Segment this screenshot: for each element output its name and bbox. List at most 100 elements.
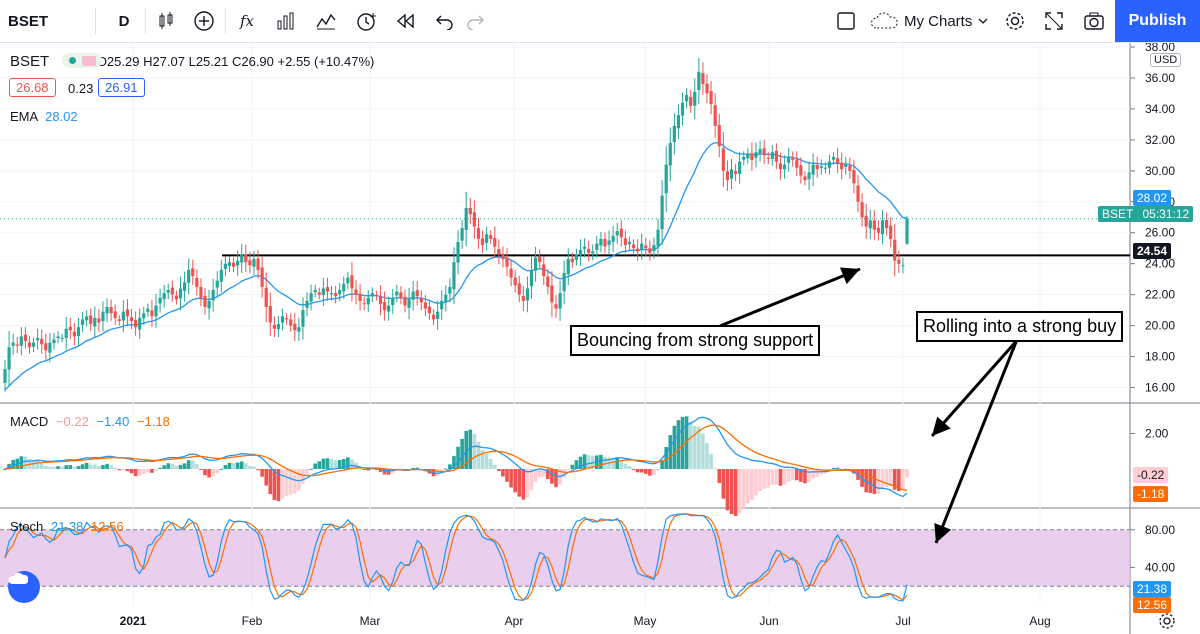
macd-histogram-bar <box>231 463 236 470</box>
candle-body <box>101 311 105 322</box>
candle-body <box>636 248 640 252</box>
candle-body <box>856 185 860 202</box>
macd-histogram-bar <box>774 469 779 485</box>
symbol-search[interactable]: BSET <box>8 12 49 30</box>
candle-body <box>44 343 48 351</box>
time-settings-icon[interactable] <box>1157 611 1177 631</box>
macd-histogram-bar <box>639 469 644 473</box>
macd-histogram-bar <box>758 469 762 491</box>
macd-histogram-bar <box>746 469 750 504</box>
macd-histogram-bar <box>341 458 346 470</box>
camera-icon[interactable] <box>1080 0 1108 42</box>
bid-box[interactable]: 26.68 <box>9 78 56 97</box>
macd-histogram-bar <box>325 458 330 470</box>
gear-icon[interactable] <box>1002 0 1028 42</box>
macd-histogram-bar <box>546 469 550 480</box>
legend-ohlc: O25.29 H27.07 L25.21 C26.90 +2.55 (+10.4… <box>96 54 375 69</box>
macd-histogram-bar <box>3 469 7 471</box>
candles-icon[interactable] <box>153 0 179 42</box>
fullscreen-icon[interactable] <box>1040 0 1068 42</box>
macd-histogram-bar <box>533 469 538 482</box>
interval-button[interactable]: D <box>118 12 130 30</box>
candle-body <box>774 150 778 162</box>
macd-histogram-bar <box>484 453 489 470</box>
macd-histogram-bar <box>264 469 269 486</box>
candle-body <box>648 248 652 253</box>
publish-button[interactable]: Publish <box>1115 0 1200 42</box>
candle-body <box>244 254 248 263</box>
candle-body <box>778 163 783 170</box>
main-legend: BSET O25.29 H27.07 L25.21 C26.90 +2.55 (… <box>10 53 374 70</box>
macd-histogram-bar <box>125 469 130 472</box>
spread-value: 0.23 <box>68 81 94 96</box>
candle-body <box>97 318 101 323</box>
my-charts-button[interactable]: My Charts <box>870 0 998 42</box>
add-icon[interactable] <box>190 0 218 42</box>
macd-histogram-bar <box>876 469 881 494</box>
candle-body <box>423 302 427 309</box>
candle-body <box>554 304 558 309</box>
candle-body <box>109 307 113 314</box>
macd-histogram-bar <box>44 465 48 470</box>
candle-body <box>191 268 195 277</box>
undo-icon[interactable] <box>432 0 458 42</box>
layout-icon[interactable] <box>833 0 859 42</box>
candle-body <box>623 238 627 246</box>
macd-histogram-bar <box>660 460 664 470</box>
macd-histogram-bar <box>892 469 897 490</box>
macd-histogram-bar <box>382 469 387 475</box>
support-callout[interactable]: Bouncing from strong support <box>570 325 821 356</box>
macd-histogram-bar <box>219 468 224 470</box>
candle-body <box>11 342 15 346</box>
candle-body <box>93 317 97 327</box>
macd-histogram-bar <box>199 469 203 471</box>
macd-histogram-bar <box>848 469 852 471</box>
candle-body <box>852 169 856 184</box>
x-tick-label: 2021 <box>120 614 147 628</box>
financials-icon[interactable] <box>272 0 300 42</box>
tradingview-logo[interactable] <box>8 571 40 603</box>
macd-histogram-bar <box>154 469 158 471</box>
alert-icon[interactable] <box>352 0 382 42</box>
macd-histogram-bar <box>586 455 591 470</box>
macd-histogram-bar <box>901 469 905 491</box>
macd-histogram-bar <box>297 469 301 491</box>
candle-body <box>485 234 489 243</box>
macd-histogram-bar <box>386 469 391 475</box>
redo-icon[interactable] <box>462 0 488 42</box>
macd-histogram-bar <box>158 467 162 470</box>
templates-icon[interactable] <box>312 0 340 42</box>
stoch-tick-label: 80.00 <box>1145 523 1175 537</box>
ask-box[interactable]: 26.91 <box>98 78 145 97</box>
stoch-k-value: 21.38 <box>50 519 84 534</box>
candle-body <box>105 307 109 314</box>
macd-histogram-bar <box>366 469 371 471</box>
candle-body <box>158 297 162 304</box>
candle-body <box>607 240 611 245</box>
macd-histogram-bar <box>92 464 97 470</box>
candle-body <box>762 148 766 156</box>
price-chart[interactable]: 2021 Feb Mar Apr May Jun Jul Aug 16.00 18.00 20.00… <box>0 43 1200 634</box>
candle-body <box>456 242 460 263</box>
macd-histogram-bar <box>725 469 730 511</box>
candle-body <box>391 297 395 306</box>
macd-histogram-bar <box>276 469 281 502</box>
candle-body <box>399 292 403 298</box>
macd-histogram-bar <box>133 469 138 477</box>
candle-body <box>897 259 901 264</box>
candle-body <box>162 293 166 300</box>
buy-callout[interactable]: Rolling into a strong buy <box>916 311 1124 342</box>
indicators-icon[interactable]: fx <box>239 12 254 30</box>
candle-body <box>3 368 7 383</box>
replay-icon[interactable] <box>392 0 420 42</box>
candle-body <box>566 259 570 275</box>
candle-body <box>668 142 672 166</box>
candle-body <box>138 317 142 330</box>
chart-area[interactable]: 2021 Feb Mar Apr May Jun Jul Aug 16.00 18.00 20.00… <box>0 43 1200 634</box>
macd-histogram-bar <box>701 433 705 470</box>
candle-body <box>182 282 187 291</box>
macd-histogram-bar <box>211 469 215 477</box>
candle-body <box>766 157 770 159</box>
legend-toggle[interactable] <box>62 53 102 68</box>
candle-body <box>811 164 815 175</box>
